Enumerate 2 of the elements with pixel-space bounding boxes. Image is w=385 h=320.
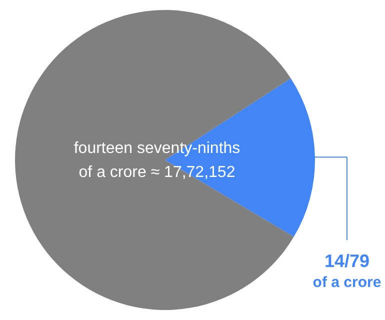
slice-label: 14/79 of a crore bbox=[312, 251, 382, 292]
pie-slice bbox=[15, 10, 294, 310]
